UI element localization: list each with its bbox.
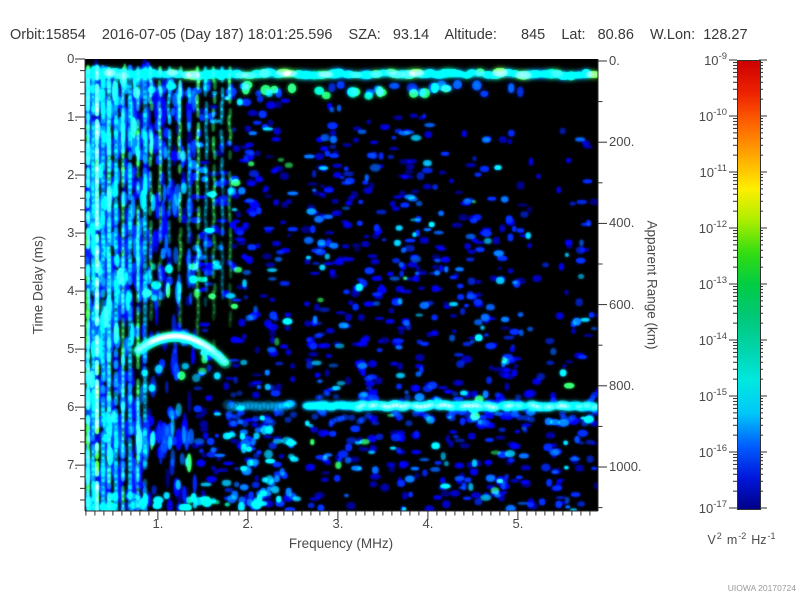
y-tick-label: 2.	[67, 167, 78, 183]
y2-tick-label: 800.	[609, 377, 635, 393]
x-tick-label: 4.	[422, 516, 434, 531]
colorbar-units: V2 m-2 Hz-1	[688, 531, 800, 547]
x-tick-label: 5.	[512, 516, 524, 531]
colorbar-tick-label: 10-16	[698, 443, 727, 460]
colorbar-tick-label: 10-9	[704, 51, 727, 68]
unit-segment: Hz-1	[751, 531, 776, 547]
y-tick-label: 6.	[67, 399, 78, 415]
y2-tick-label: 600.	[609, 296, 635, 312]
y-tick-label: 7.	[67, 457, 78, 473]
colorbar-gradient	[737, 60, 761, 510]
y-tick-label: 0.	[67, 51, 78, 66]
colorbar-tick-label: 10-11	[699, 163, 728, 180]
y2-tick-label: 400.	[609, 215, 635, 231]
colorbar-tick-label: 10-17	[698, 499, 727, 516]
unit-segment: m-2	[726, 531, 747, 547]
unit-segment: V2	[707, 531, 722, 547]
spectrogram-canvas	[85, 59, 598, 511]
x-tick-label: 3.	[332, 516, 344, 531]
x-tick-label: 1.	[152, 516, 164, 531]
x-axis-title: Frequency (MHz)	[288, 536, 394, 551]
y-tick-label: 1.	[67, 109, 78, 125]
colorbar-tick-label: 10-12	[698, 219, 727, 236]
y-tick-label: 3.	[67, 225, 78, 241]
y-tick-label: 4.	[67, 283, 78, 299]
header-info: Orbit:15854 2016-07-05 (Day 187) 18:01:2…	[10, 27, 748, 43]
colorbar-tick-label: 10-15	[698, 387, 727, 404]
y2-tick-label: 0.	[609, 53, 620, 68]
colorbar-tick-label: 10-13	[698, 275, 727, 292]
x-tick-label: 2.	[242, 516, 254, 531]
colorbar-tick-label: 10-10	[698, 107, 727, 124]
y2-tick-label: 1000.	[609, 459, 642, 474]
watermark: UIOWA 20170724	[727, 583, 796, 593]
colorbar-tick-label: 10-14	[698, 331, 727, 348]
y-tick-label: 5.	[67, 341, 78, 357]
y2-tick-label: 200.	[609, 134, 635, 150]
